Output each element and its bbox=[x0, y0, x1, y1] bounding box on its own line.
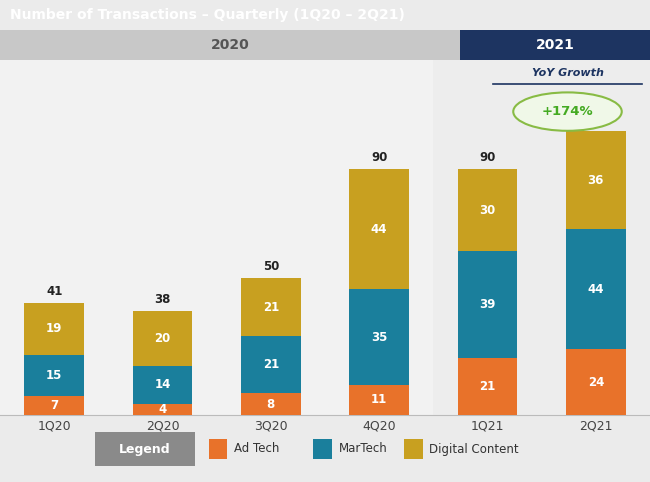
Bar bbox=[350, 169, 409, 289]
Text: Digital Content: Digital Content bbox=[430, 442, 519, 455]
Text: 44: 44 bbox=[371, 223, 387, 236]
Text: 30: 30 bbox=[480, 204, 495, 217]
Bar bbox=[458, 251, 517, 358]
Text: 19: 19 bbox=[46, 322, 62, 335]
Text: 14: 14 bbox=[154, 378, 171, 391]
Text: 41: 41 bbox=[46, 284, 62, 297]
Text: 36: 36 bbox=[588, 174, 604, 187]
Text: 21: 21 bbox=[263, 358, 279, 371]
Text: 2020: 2020 bbox=[211, 38, 250, 52]
Bar bbox=[133, 404, 192, 415]
Bar bbox=[95, 432, 195, 466]
Bar bbox=[566, 349, 625, 415]
Text: +174%: +174% bbox=[541, 105, 593, 118]
Bar bbox=[313, 439, 332, 459]
Text: 90: 90 bbox=[479, 151, 496, 164]
Bar bbox=[209, 439, 227, 459]
Text: 7: 7 bbox=[50, 399, 58, 412]
Text: Ad Tech: Ad Tech bbox=[234, 442, 279, 455]
Bar bbox=[241, 393, 300, 415]
Bar bbox=[434, 60, 650, 415]
Text: 15: 15 bbox=[46, 369, 62, 382]
Bar bbox=[350, 385, 409, 415]
Bar bbox=[241, 279, 300, 336]
Ellipse shape bbox=[514, 93, 622, 131]
Text: 21: 21 bbox=[480, 380, 495, 393]
Text: 35: 35 bbox=[371, 331, 387, 344]
Bar bbox=[0, 30, 460, 60]
Text: 21: 21 bbox=[263, 301, 279, 314]
Text: 44: 44 bbox=[588, 283, 604, 296]
Bar bbox=[458, 358, 517, 415]
Bar bbox=[460, 30, 650, 60]
Text: MarTech: MarTech bbox=[339, 442, 387, 455]
Bar bbox=[350, 289, 409, 385]
Bar bbox=[133, 311, 192, 366]
Text: 50: 50 bbox=[263, 260, 279, 273]
Text: 20: 20 bbox=[155, 332, 170, 345]
Bar bbox=[404, 439, 422, 459]
Bar bbox=[24, 355, 84, 396]
Text: Number of Transactions – Quarterly (1Q20 – 2Q21): Number of Transactions – Quarterly (1Q20… bbox=[10, 8, 404, 22]
Bar bbox=[133, 366, 192, 404]
Bar bbox=[458, 169, 517, 251]
Bar bbox=[241, 336, 300, 393]
Text: 24: 24 bbox=[588, 376, 604, 388]
Bar bbox=[24, 303, 84, 355]
Text: 8: 8 bbox=[266, 398, 275, 411]
Text: 104: 104 bbox=[584, 112, 608, 125]
Bar bbox=[24, 396, 84, 415]
Text: YoY Growth: YoY Growth bbox=[532, 68, 603, 79]
Text: 39: 39 bbox=[479, 298, 496, 311]
Text: 38: 38 bbox=[154, 293, 171, 306]
Text: 2021: 2021 bbox=[536, 38, 575, 52]
Bar bbox=[566, 229, 625, 349]
Text: Legend: Legend bbox=[119, 442, 171, 455]
Bar bbox=[566, 131, 625, 229]
Text: 4: 4 bbox=[159, 403, 166, 416]
Text: 11: 11 bbox=[371, 393, 387, 406]
Text: 90: 90 bbox=[371, 151, 387, 164]
